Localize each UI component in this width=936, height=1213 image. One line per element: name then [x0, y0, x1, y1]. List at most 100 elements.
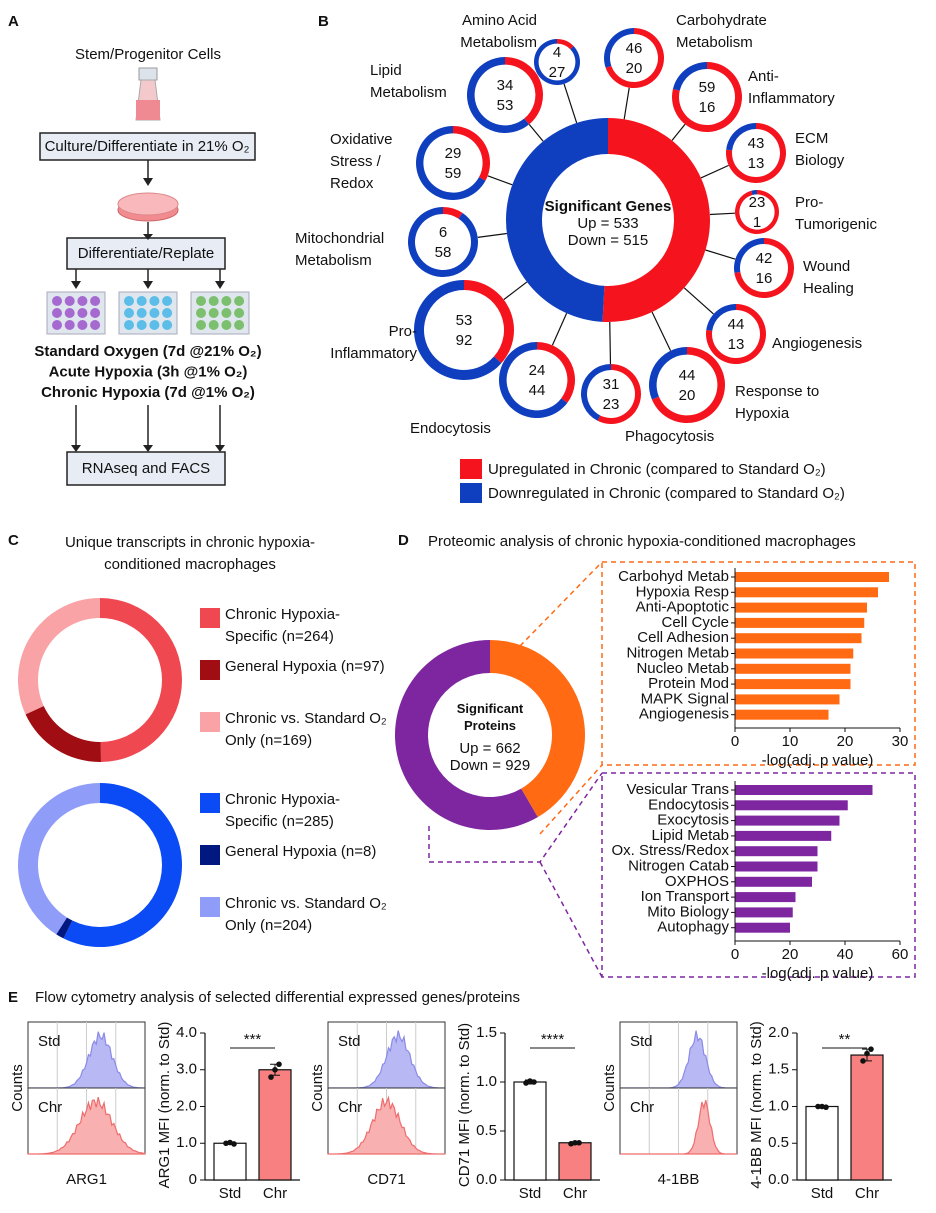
data-point — [860, 1058, 866, 1064]
pathway-label: Endocytosis — [410, 420, 491, 437]
donut-segment — [672, 62, 707, 91]
x-tick-label: 60 — [892, 946, 909, 963]
legend-swatch — [200, 897, 220, 917]
donut-segment — [649, 347, 687, 400]
category-label: Protein Mod — [648, 675, 729, 692]
significance-label: ** — [839, 1031, 851, 1048]
well — [208, 308, 219, 318]
well — [52, 296, 62, 306]
y-tick-label: 1.5 — [768, 1061, 789, 1078]
category-label: Ion Transport — [641, 888, 730, 905]
donut-segment — [734, 238, 764, 273]
histogram-label: Std — [630, 1033, 653, 1050]
y-tick-label: 2.0 — [176, 1097, 197, 1114]
donut-value: 92 — [456, 332, 473, 349]
donut-segment — [602, 118, 710, 322]
well — [77, 308, 88, 318]
pathway-label: Anti-Inflammatory — [748, 68, 835, 107]
well — [52, 320, 62, 330]
legend-label-box: Chronic Hypoxia-Specific (n=285) — [225, 791, 340, 830]
bar — [735, 633, 862, 644]
flask-medium — [136, 100, 160, 120]
donut-value: 43 — [748, 135, 765, 152]
histogram-y-label: Counts — [601, 1064, 618, 1112]
y-axis-label: CD71 MFI (norm. to Std) — [456, 1023, 473, 1187]
pathway-label-box: Response to Hypoxia — [735, 383, 819, 422]
donut-segment — [18, 598, 100, 715]
bar — [735, 572, 889, 582]
bar — [735, 663, 851, 674]
donut-bg — [414, 280, 514, 380]
well — [64, 308, 75, 318]
well — [196, 308, 206, 318]
well — [124, 320, 134, 330]
well — [77, 320, 88, 330]
donut-segment — [604, 28, 634, 68]
category-label: Ox. Stress/Redox — [611, 842, 729, 859]
legend-label-box: Chronic vs. Standard O₂ Only (n=169) — [225, 710, 387, 749]
well — [149, 320, 160, 330]
pathway-label: Carbohydrate Metabolism — [676, 12, 767, 51]
donut-bg — [672, 62, 742, 132]
legend-label-box: Chronic vs. Standard O₂ Only (n=204) — [225, 895, 387, 934]
arrowhead — [143, 178, 153, 186]
donut-segment — [505, 57, 543, 125]
histogram-y-label: Counts — [9, 1064, 26, 1112]
arrowhead — [143, 281, 153, 289]
bar — [735, 922, 790, 933]
significance-label: *** — [244, 1031, 262, 1048]
category-label: Mito Biology — [647, 903, 729, 920]
x-tick-label: 20 — [837, 733, 854, 750]
histogram-label: Std — [38, 1033, 61, 1050]
connector — [609, 321, 612, 365]
well — [52, 308, 62, 318]
x-axis-label: -log(adj. p value) — [762, 965, 874, 982]
pathway-label-box: ECM Biology — [795, 130, 845, 169]
pathway-label: Mitochondrial Metabolism — [295, 230, 385, 269]
well — [124, 308, 134, 318]
legend-label: General Hypoxia (n=8) — [225, 843, 377, 860]
well — [221, 320, 232, 330]
data-point — [272, 1066, 278, 1073]
marker-label: CD71 — [367, 1171, 405, 1188]
donut-bg — [726, 123, 786, 183]
donut-value: 34 — [497, 77, 514, 94]
bar — [850, 1054, 884, 1181]
donut-segment — [100, 597, 183, 762]
data-point — [276, 1061, 282, 1068]
chart-title-box: Unique transcripts in chronic hypoxia-co… — [65, 534, 315, 573]
donut-segment — [443, 207, 463, 219]
data-point — [576, 1139, 582, 1146]
legend-label: Chronic Hypoxia-Specific (n=264) — [225, 606, 341, 645]
pathway-label: ECM Biology — [795, 130, 845, 169]
y-tick-label: 4.0 — [176, 1024, 197, 1041]
bar — [735, 892, 796, 903]
y-tick-label: 3.0 — [176, 1061, 197, 1078]
legend-label: Downregulated in Chronic (compared to St… — [488, 485, 845, 502]
donut-segment — [453, 126, 490, 181]
bar — [735, 830, 832, 841]
x-tick-label: 40 — [837, 946, 854, 963]
bar — [513, 1081, 547, 1181]
category-label: OXPHOS — [665, 873, 729, 890]
bar — [213, 1142, 247, 1181]
x-tick-label: Std — [519, 1185, 542, 1202]
donut-segment — [581, 364, 611, 421]
donut-segment — [17, 783, 100, 935]
center-value: Down = 929 — [450, 757, 530, 774]
pathway-label-box: Phagocytosis — [625, 428, 714, 445]
donut-bg — [649, 347, 725, 423]
dashed-line — [539, 861, 603, 978]
bar — [735, 648, 854, 659]
donut-bg — [499, 342, 575, 418]
donut-segment — [751, 190, 757, 195]
legend-label: Chronic vs. Standard O₂ Only (n=169) — [225, 710, 387, 749]
donut-value: 53 — [497, 97, 514, 114]
histogram-curve — [327, 1095, 446, 1155]
category-label: Angiogenesis — [639, 706, 729, 723]
pathway-label: Amino Acid Metabolism — [460, 12, 537, 51]
bar — [735, 694, 840, 705]
donut-segment — [56, 917, 73, 939]
legend-label: General Hypoxia (n=97) — [225, 658, 385, 675]
donut-value: 1 — [753, 214, 761, 231]
